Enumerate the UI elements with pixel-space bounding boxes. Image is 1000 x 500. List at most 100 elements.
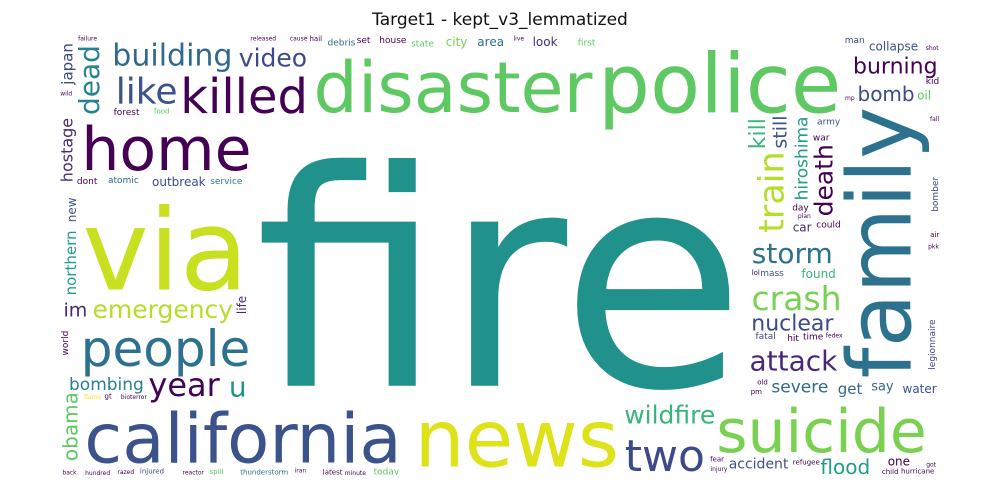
word-flood: flood	[820, 455, 870, 475]
word-hurricane: hurricane	[901, 468, 934, 476]
word-found: found	[801, 267, 835, 281]
word-lol: lol	[752, 269, 760, 277]
word-back: back	[62, 470, 77, 475]
word-old: old	[757, 378, 768, 386]
word-set: set	[357, 36, 371, 46]
word-time: time	[803, 333, 824, 343]
word-year: year	[148, 366, 220, 404]
word-wildfire: wildfire	[624, 400, 715, 429]
word-kill: kill	[746, 118, 771, 149]
word-attack: attack	[750, 345, 839, 378]
word-im: im	[64, 300, 88, 322]
word-reactor: reactor	[183, 470, 205, 475]
word-hiroshima: hiroshima	[793, 117, 813, 201]
word-killed: killed	[180, 69, 308, 125]
word-hundred: hundred	[85, 470, 110, 475]
word-wild: wild	[60, 90, 72, 97]
word-razed: razed	[117, 469, 134, 475]
word-outbreak: outbreak	[152, 175, 206, 189]
word-say: say	[871, 380, 894, 395]
word-train: train	[753, 151, 793, 232]
word-dont: dont	[77, 177, 98, 187]
word-atomic: atomic	[108, 176, 139, 186]
word-hit: hit	[787, 334, 799, 344]
word-area: area	[477, 35, 504, 49]
word-family: family	[829, 107, 932, 379]
word-car: car	[793, 221, 812, 235]
word-police: police	[598, 38, 841, 133]
word-get: get	[838, 380, 863, 398]
word-food: food	[154, 107, 169, 115]
word-pkk: pkk	[928, 244, 939, 251]
word-emergency: emergency	[93, 295, 234, 324]
word-fall: fall	[930, 116, 939, 123]
word-suicide: suicide	[716, 397, 927, 467]
word-shot: shot	[926, 45, 940, 52]
word-injury: injury	[711, 466, 728, 473]
word-one: one	[888, 455, 910, 469]
word-city: city	[446, 35, 468, 49]
word-life: life	[235, 296, 249, 314]
word-day: day	[792, 204, 809, 214]
word-mass: mass	[760, 269, 784, 279]
word-nuclear: nuclear	[751, 311, 834, 336]
word-air: air	[930, 231, 939, 239]
word-iran: iran	[295, 468, 307, 475]
word-obama: obama	[60, 392, 82, 461]
word-fedex: fedex	[826, 333, 843, 340]
word-spill: spill	[210, 468, 224, 475]
word-first: first	[578, 39, 596, 49]
word-bomber: bomber	[931, 177, 940, 212]
word-pm: pm	[751, 388, 762, 396]
word-army: army	[817, 117, 841, 127]
word-kid: kid	[926, 77, 939, 87]
word-bioterror: bioterror	[121, 394, 148, 401]
word-fatal: fatal	[756, 332, 776, 342]
word-u: u	[229, 371, 247, 404]
word-world: world	[61, 331, 71, 356]
word-accident: accident	[729, 457, 789, 473]
word-via: via	[82, 187, 248, 317]
word-building: building	[112, 39, 232, 74]
word-minute: minute	[345, 470, 366, 475]
word-fear: fear	[710, 456, 724, 464]
word-gt: gt	[105, 393, 112, 401]
word-bombing: bombing	[69, 375, 144, 395]
word-plan: plan	[798, 213, 811, 220]
word-oil: oil	[917, 88, 931, 102]
word-could: could	[816, 221, 840, 231]
word-home: home	[81, 115, 251, 185]
word-like: like	[116, 71, 178, 112]
word-video: video	[239, 43, 307, 72]
word-today: today	[374, 468, 400, 475]
word-hail: hail	[310, 35, 323, 43]
word-japan: japan	[60, 43, 77, 86]
word-still: still	[769, 115, 791, 148]
word-debris: debris	[328, 38, 356, 48]
word-refugee: refugee	[793, 459, 820, 467]
word-dead: dead	[73, 45, 106, 115]
word-live: live	[514, 36, 525, 43]
word-fire: fire	[255, 108, 745, 457]
word-northern: northern	[62, 231, 80, 296]
word-service: service	[210, 177, 243, 187]
word-people: people	[81, 320, 250, 378]
word-two: two	[625, 431, 705, 475]
word-thunderstorm: thunderstorm	[240, 469, 288, 475]
word-look: look	[533, 35, 558, 49]
word-severe: severe	[771, 378, 828, 398]
word-failure: failure	[78, 36, 97, 43]
word-california: california	[84, 399, 401, 475]
word-hostage: hostage	[60, 118, 77, 182]
word-storm: storm	[752, 237, 833, 270]
word-legionnaire: legionnaire	[928, 319, 938, 370]
word-bomb: bomb	[858, 82, 915, 106]
word-mp: mp	[845, 95, 855, 102]
word-state: state	[411, 39, 434, 49]
word-crash: crash	[752, 279, 842, 318]
word-cause: cause	[290, 36, 308, 43]
word-collapse: collapse	[869, 40, 918, 54]
word-man: man	[845, 36, 865, 46]
word-flame: flame	[84, 394, 101, 401]
